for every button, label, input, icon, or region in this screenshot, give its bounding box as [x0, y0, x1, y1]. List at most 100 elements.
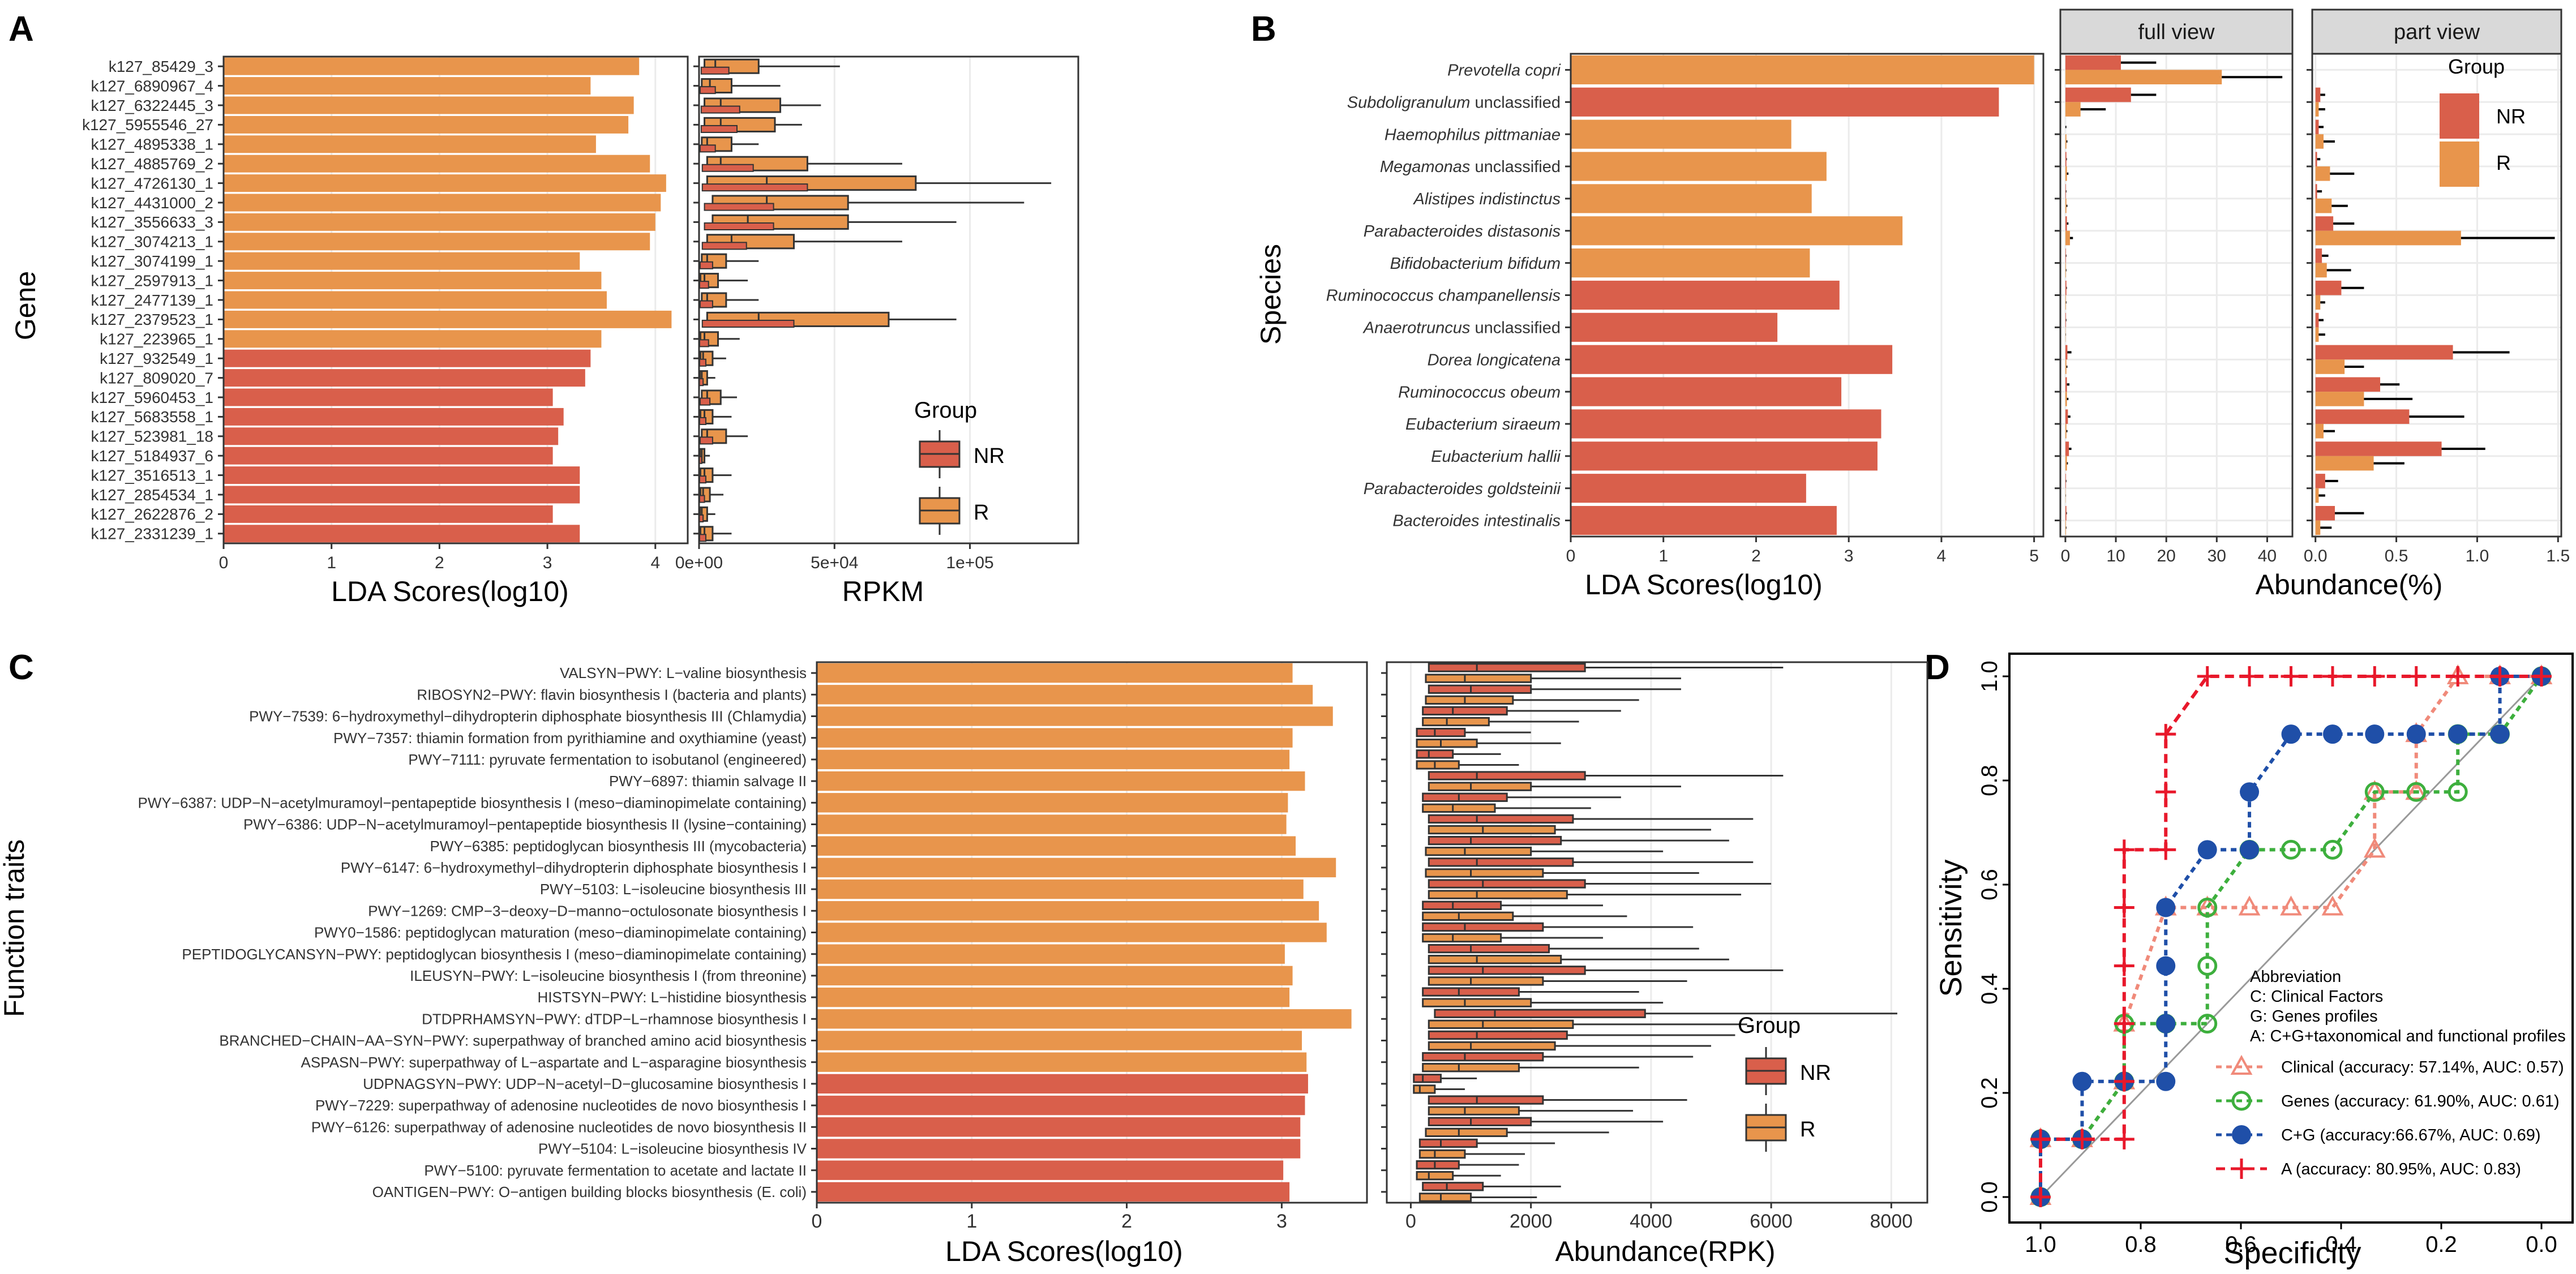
roc-marker: [2363, 780, 2386, 800]
panel-b-lda-x-axis-title: LDA Scores(log10): [1585, 569, 1823, 600]
lda-bar: [817, 1182, 1290, 1202]
category-label: k127_523981_18: [91, 428, 213, 445]
lda-bar: [224, 272, 602, 290]
lda-bar: [817, 706, 1333, 726]
x-tick-label: 10: [2106, 547, 2125, 565]
abundance-bar: [2315, 456, 2374, 471]
lda-bar: [1571, 377, 1842, 406]
panel-d: 1.0 0.8 0.6 0.4 0.2 0.0 0.0 0.2 0.4 0.6 0.8 1.0 Sen…: [1934, 653, 2574, 1270]
abundance-bar: [2315, 184, 2317, 199]
plot-border: [1386, 661, 1928, 1204]
abundance-bar: [2315, 230, 2461, 246]
category-label: PEPTIDOGLYCANSYN−PWY: peptidoglycan bios…: [182, 946, 807, 963]
category-label: k127_4885769_2: [91, 155, 213, 173]
panel-b-part-view-chart: part view 0.0 0.5 1.0 1.5: [2304, 8, 2570, 565]
abundance-bar: [2315, 87, 2321, 102]
category-label-italic: Subdoligranulum: [1347, 93, 1471, 111]
x-tick-label: 4: [1937, 547, 1947, 565]
panel-d-x-axis-title: Specificity: [2223, 1236, 2361, 1270]
lda-bar: [1571, 216, 1903, 246]
box: [1428, 1019, 1574, 1030]
x-tick-label: 0.0: [2526, 1232, 2557, 1257]
x-tick-label: 0.5: [2385, 547, 2408, 565]
x-tick-label: 0.8: [2125, 1232, 2157, 1257]
x-tick-label: 2: [1751, 547, 1761, 565]
roc-marker: [2281, 724, 2301, 744]
box: [1422, 706, 1508, 716]
box: [698, 514, 704, 522]
lda-bar: [817, 923, 1327, 942]
x-tick-label: 5e+04: [811, 554, 858, 572]
lda-bar: [224, 155, 650, 173]
abbrev-clinical: C: Clinical Factors: [2250, 988, 2383, 1006]
box: [1428, 1030, 1568, 1040]
abundance-bar: [2065, 474, 2066, 488]
box: [1428, 835, 1562, 846]
abundance-bar: [2065, 70, 2222, 85]
panel-d-y-axis-title: Sensitivity: [1934, 859, 1968, 997]
category-label: BRANCHED−CHAIN−AA−SYN−PWY: superpathway …: [219, 1032, 807, 1049]
box: [1428, 771, 1586, 780]
box: [699, 397, 711, 406]
box: [1428, 955, 1562, 964]
roc-marker: [2156, 1071, 2176, 1091]
plot-border: [1570, 53, 2044, 538]
lda-bar: [817, 1009, 1352, 1029]
box: [1425, 868, 1544, 878]
box: [699, 261, 713, 269]
box: [1422, 900, 1502, 910]
legend-title: Group: [2448, 55, 2505, 78]
x-tick-label: 1e+05: [946, 554, 993, 572]
lda-bar: [817, 749, 1290, 770]
box: [698, 475, 706, 484]
roc-marker: [2322, 839, 2343, 860]
category-label: OANTIGEN−PWY: O−antigen building blocks …: [372, 1183, 807, 1200]
category-label: PWY−6147: 6−hydroxymethyl−dihydropterin …: [341, 859, 807, 876]
category-label: ILEUSYN−PWY: L−isoleucine biosynthesis I…: [410, 967, 807, 984]
box: [1422, 987, 1520, 997]
lda-bar: [1571, 312, 1778, 342]
box: [1413, 1084, 1436, 1094]
box: [1428, 782, 1532, 791]
lda-bar: [817, 836, 1296, 856]
legend-key-nr: [1745, 1047, 1787, 1095]
x-tick-label: 5: [2029, 547, 2039, 565]
box: [1428, 966, 1586, 975]
category-label: PWY−7539: 6−hydroxymethyl−dihydropterin …: [249, 708, 807, 725]
box: [1425, 1127, 1508, 1138]
plot-border: [2059, 53, 2294, 538]
lda-bar: [224, 135, 596, 153]
lda-bar: [224, 349, 591, 367]
plot-border: [816, 661, 1368, 1204]
abundance-bar: [2315, 345, 2453, 360]
roc-marker: [2156, 956, 2176, 976]
box: [1428, 976, 1544, 986]
x-tick-label: 4000: [1630, 1211, 1673, 1232]
y-tick-label: 0.6: [1977, 869, 2002, 900]
panel-a-y-axis-title: Gene: [10, 271, 41, 340]
category-label: Ruminococcus obeum: [1398, 383, 1561, 401]
panel-a: 0 1 2 3 4 k127_85429_3 k127_6890967_4 k127_6322…: [10, 55, 1079, 607]
abundance-bar: [2065, 345, 2068, 360]
box: [698, 417, 706, 425]
category-label: PWY−5104: L−isoleucine biosynthesis IV: [538, 1140, 807, 1157]
panel-letter-c: C: [8, 648, 34, 687]
lda-bar: [224, 194, 661, 212]
plot-border: [222, 55, 689, 544]
lda-bar: [224, 427, 559, 445]
abundance-bar: [2315, 198, 2332, 213]
category-label: Dorea longicatena: [1428, 351, 1561, 369]
abbrev-title: Abbreviation: [2250, 968, 2341, 986]
x-tick-label: 3: [1844, 547, 1854, 565]
panel-a-lda-chart: 0 1 2 3 4 k127_85429_3 k127_6890967_4 k127_6322…: [82, 55, 689, 572]
legend-label-nr: NR: [974, 444, 1005, 468]
lda-bar: [817, 1074, 1308, 1094]
x-tick-label: 2: [435, 554, 444, 572]
category-label: PWY−7229: superpathway of adenosine nucl…: [315, 1097, 807, 1114]
lda-bar: [224, 252, 580, 270]
category-label: RIBOSYN2−PWY: flavin biosynthesis I (bac…: [417, 686, 807, 703]
legend-label-r: R: [1800, 1118, 1815, 1142]
roc-marker: [2197, 1014, 2218, 1034]
x-tick-label: 1.5: [2546, 547, 2570, 565]
plot-border: [2311, 53, 2562, 538]
